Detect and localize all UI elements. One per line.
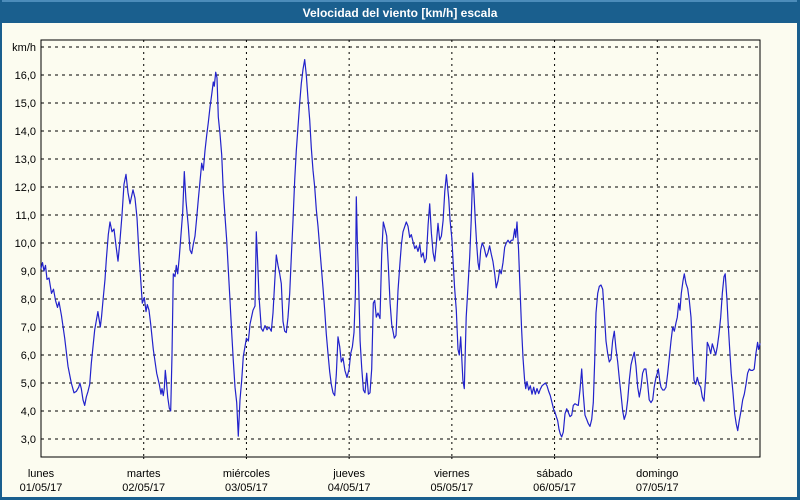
y-tick-label: 9,0 — [21, 266, 36, 278]
day-date-label: 01/05/17 — [20, 482, 63, 494]
y-tick-label: 4,0 — [21, 406, 36, 418]
day-name-label: miércoles — [223, 468, 271, 480]
day-date-label: 02/05/17 — [122, 482, 165, 494]
day-date-label: 05/05/17 — [430, 482, 473, 494]
y-tick-label: 8,0 — [21, 294, 36, 306]
chart-title: Velocidad del viento [km/h] escala — [302, 5, 498, 20]
y-gridlines — [41, 46, 760, 440]
day-date-label: 04/05/17 — [328, 482, 371, 494]
day-date-label: 03/05/17 — [225, 482, 268, 494]
y-tick-label: 5,0 — [21, 378, 36, 390]
day-date-label: 06/05/17 — [533, 482, 576, 494]
y-tick-label: 13,0 — [15, 154, 36, 166]
y-tick-label: 12,0 — [15, 182, 36, 194]
y-axis-unit-label: km/h — [12, 42, 36, 54]
day-name-label: sábado — [537, 468, 573, 480]
y-tick-label: 3,0 — [21, 434, 36, 446]
day-name-label: viernes — [434, 468, 470, 480]
title-bar: Velocidad del viento [km/h] escala — [2, 0, 797, 23]
wind-speed-line — [40, 58, 761, 438]
day-date-label: 07/05/17 — [636, 482, 679, 494]
day-name-label: domingo — [636, 468, 678, 480]
day-name-label: jueves — [332, 468, 365, 480]
day-name-label: lunes — [28, 468, 55, 480]
y-tick-label: 7,0 — [21, 322, 36, 334]
y-tick-label: 14,0 — [15, 126, 36, 138]
y-tick-labels: km/h 16,0 15,0 14,0 13,0 12,0 11,0 10,0 9,0 8,0 7,… — [12, 42, 36, 446]
y-tick-label: 16,0 — [15, 70, 36, 82]
y-tick-label: 6,0 — [21, 350, 36, 362]
y-tick-label: 11,0 — [15, 210, 36, 222]
y-tick-label: 10,0 — [15, 238, 36, 250]
y-tick-label: 15,0 — [15, 98, 36, 110]
x-day-labels: lunes 01/05/17 martes 02/05/17 miércoles 03/0… — [20, 468, 679, 494]
day-name-label: martes — [127, 468, 161, 480]
x-gridlines — [143, 40, 658, 463]
